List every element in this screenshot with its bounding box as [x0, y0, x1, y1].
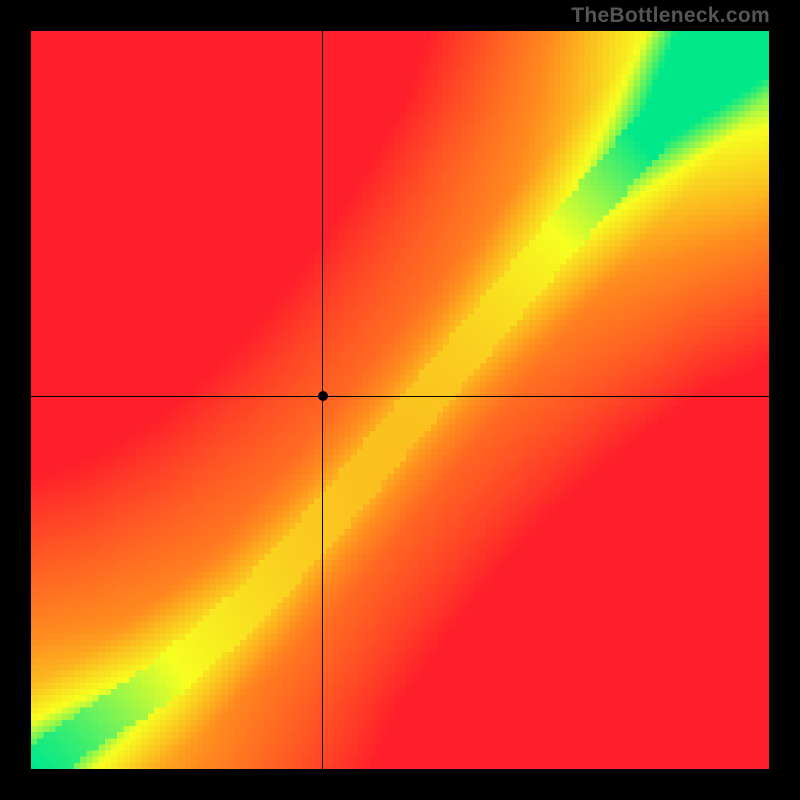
- plot-area: [31, 31, 769, 769]
- heatmap-canvas: [31, 31, 769, 769]
- watermark-text: TheBottleneck.com: [571, 4, 770, 28]
- crosshair-horizontal: [31, 396, 769, 397]
- crosshair-marker[interactable]: [318, 391, 328, 401]
- chart-root: TheBottleneck.com: [0, 0, 800, 800]
